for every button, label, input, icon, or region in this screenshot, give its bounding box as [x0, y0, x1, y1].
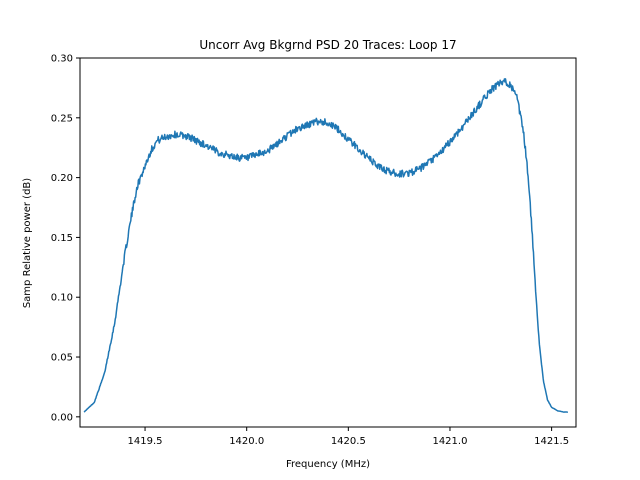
y-tick-label: 0.15	[51, 233, 73, 244]
psd-series-line	[83, 78, 569, 413]
plot-frame	[79, 57, 577, 428]
chart-title: Uncorr Avg Bkgrnd PSD 20 Traces: Loop 17	[199, 38, 456, 52]
y-tick-label: 0.30	[51, 54, 73, 65]
y-tick-label: 0.25	[51, 113, 73, 124]
x-tick-label: 1420.0	[229, 436, 264, 447]
x-tick-label: 1421.5	[534, 436, 569, 447]
y-axis-label: Samp Relative power (dB)	[22, 178, 33, 308]
x-tick-label: 1420.5	[331, 436, 366, 447]
y-tick-label: 0.00	[51, 412, 73, 423]
y-tick-label: 0.05	[51, 353, 73, 364]
y-tick-label: 0.20	[51, 173, 73, 184]
x-tick-label: 1421.0	[432, 436, 467, 447]
x-tick-label: 1419.5	[128, 436, 163, 447]
x-axis-label: Frequency (MHz)	[286, 459, 370, 470]
y-tick-label: 0.10	[51, 293, 73, 304]
